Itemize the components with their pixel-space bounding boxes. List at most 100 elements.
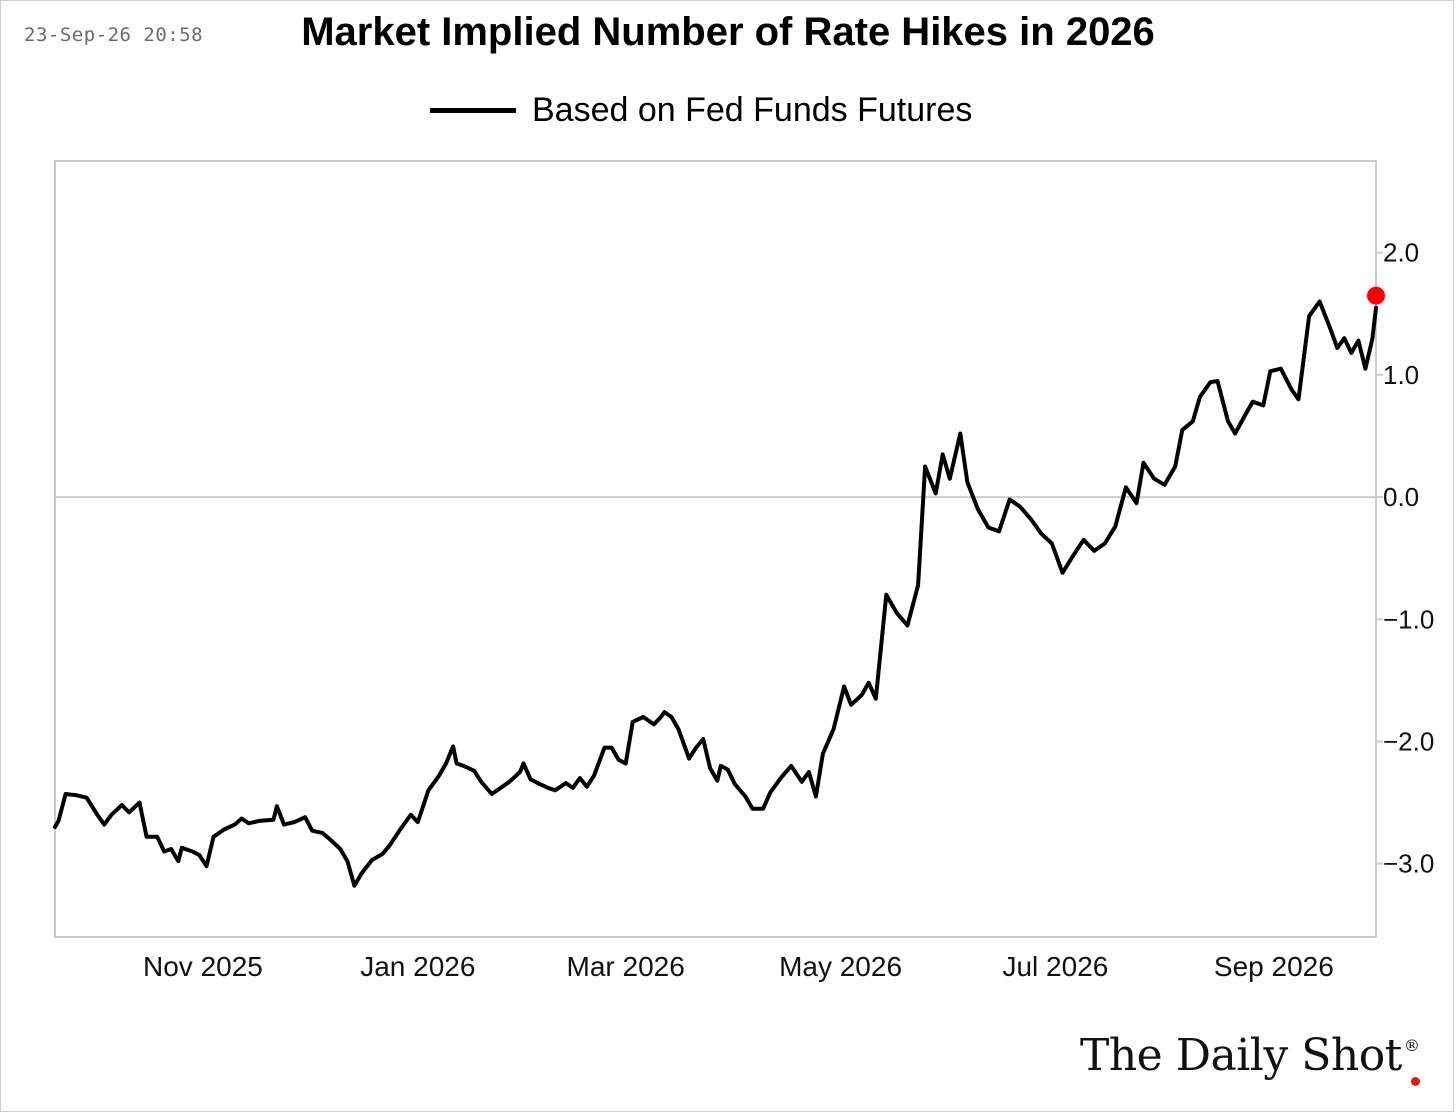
data-point	[110, 814, 112, 816]
data-point	[508, 781, 510, 783]
plot-area	[54, 160, 1377, 938]
data-point	[163, 851, 165, 852]
data-point	[1199, 396, 1201, 398]
data-point	[128, 811, 130, 813]
data-point	[103, 824, 105, 826]
data-point	[146, 836, 148, 838]
data-point	[445, 763, 447, 764]
data-point	[1357, 340, 1359, 342]
data-point	[339, 848, 341, 850]
data-point	[139, 802, 140, 804]
data-point	[586, 786, 588, 788]
data-point	[653, 723, 655, 725]
data-point	[1104, 543, 1106, 544]
data-point	[1329, 327, 1331, 329]
data-point	[896, 612, 898, 614]
data-point	[1350, 352, 1352, 354]
data-points	[54, 301, 1377, 887]
data-point	[688, 758, 690, 760]
data-point	[452, 745, 454, 747]
data-point	[959, 433, 961, 434]
data-point	[815, 796, 817, 797]
data-point	[234, 824, 236, 826]
data-point	[1375, 307, 1377, 309]
data-point	[547, 787, 549, 789]
x-tick-label: May 2026	[779, 951, 902, 982]
data-point	[579, 777, 581, 779]
data-point	[1009, 499, 1011, 500]
data-point	[272, 819, 274, 821]
data-point	[1269, 370, 1271, 372]
data-point	[801, 781, 803, 783]
data-point	[988, 527, 989, 529]
data-point	[463, 765, 465, 767]
data-point	[1174, 466, 1176, 467]
data-point	[353, 885, 355, 887]
data-point	[966, 481, 968, 483]
data-point	[177, 860, 179, 862]
data-point	[875, 698, 877, 700]
data-point	[833, 728, 834, 730]
timestamp: 23-Sep-26 20:58	[24, 24, 204, 46]
data-point	[1093, 550, 1095, 552]
data-point	[554, 789, 556, 791]
data-point	[907, 624, 908, 626]
data-point	[1262, 404, 1264, 406]
data-point	[96, 814, 98, 816]
x-axis: Nov 2025 Jan 2026 Mar 2026 May 2026 Jul 2026…	[143, 951, 1334, 982]
data-point	[170, 848, 172, 850]
brand-registered-mark: ®	[1403, 1036, 1420, 1055]
y-tick-label: −1.0	[1383, 604, 1434, 634]
data-point	[54, 826, 56, 828]
data-point	[843, 686, 845, 687]
data-point	[283, 824, 285, 826]
legend: Based on Fed Funds Futures	[430, 88, 972, 132]
data-point	[276, 805, 278, 807]
data-point	[1181, 429, 1183, 431]
data-point	[75, 794, 77, 796]
data-point	[213, 836, 214, 838]
data-point	[1192, 420, 1194, 422]
legend-swatch	[430, 107, 516, 113]
data-point	[311, 830, 313, 832]
data-point	[191, 851, 193, 852]
data-point	[734, 783, 736, 785]
data-point	[1164, 484, 1166, 486]
brand-name: The Daily Shot	[1080, 1030, 1402, 1081]
data-point	[329, 838, 331, 840]
data-point	[304, 816, 306, 818]
data-point	[1072, 555, 1074, 557]
data-point	[1343, 337, 1345, 339]
data-point	[1227, 420, 1229, 422]
y-tick-label: −3.0	[1383, 849, 1434, 879]
series-line	[53, 299, 1378, 888]
data-point	[808, 771, 810, 773]
data-point	[480, 781, 482, 783]
legend-label: Based on Fed Funds Futures	[532, 90, 973, 129]
data-point	[1291, 389, 1292, 390]
data-point	[1114, 525, 1116, 527]
data-point	[346, 860, 348, 862]
data-point	[565, 782, 567, 784]
y-tick-label: 1.0	[1383, 360, 1419, 390]
data-point	[1245, 413, 1247, 415]
data-point	[1153, 478, 1155, 480]
data-point	[399, 829, 401, 830]
brand-accent-dot	[1411, 1077, 1420, 1086]
data-point	[427, 789, 429, 791]
data-point	[1083, 539, 1085, 541]
data-point	[181, 847, 183, 849]
data-point	[1143, 462, 1144, 464]
data-point	[632, 721, 634, 723]
data-point	[942, 453, 944, 455]
data-point	[410, 814, 412, 816]
data-point	[1062, 572, 1063, 574]
data-point	[1252, 401, 1254, 403]
data-point	[322, 832, 324, 834]
data-point	[1209, 381, 1211, 383]
data-point	[618, 759, 620, 761]
data-point	[593, 775, 595, 777]
data-point	[456, 763, 458, 764]
data-point	[1217, 380, 1218, 382]
